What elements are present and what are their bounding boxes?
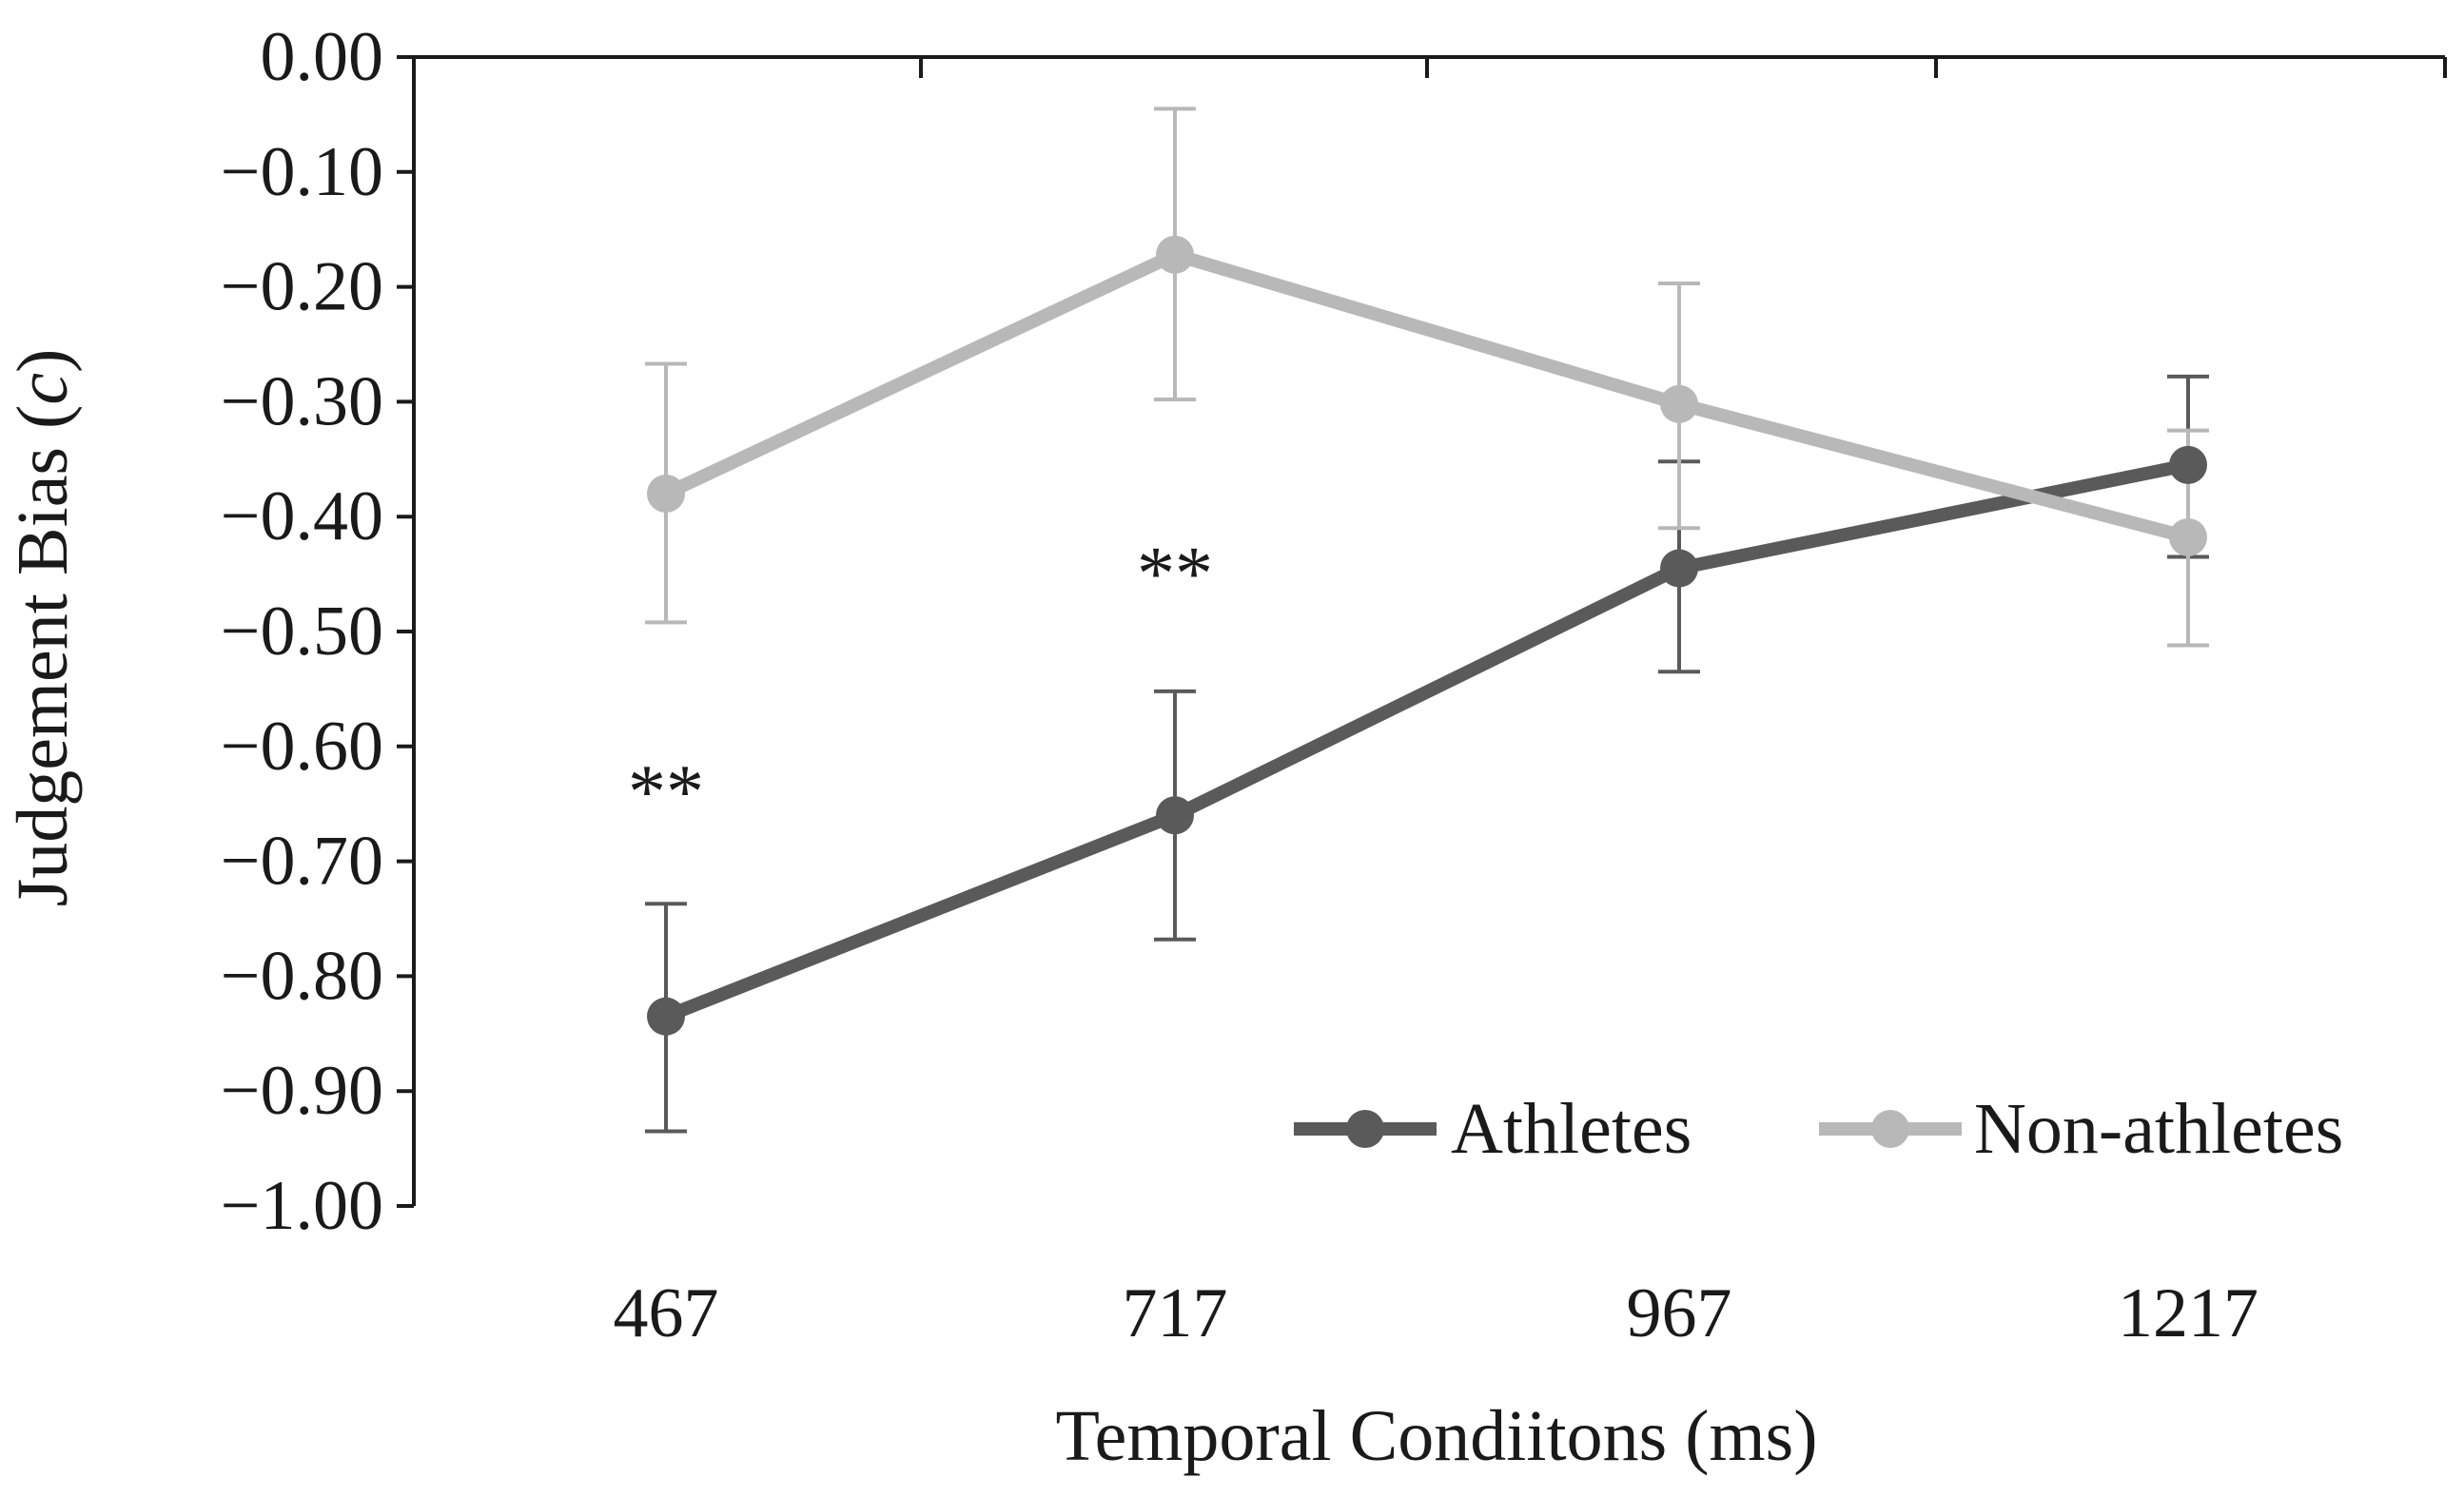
y-axis-title-main: Judgement Bias ( — [3, 405, 83, 907]
non-athletes-point — [1660, 384, 1698, 423]
athletes-point — [2169, 445, 2207, 484]
legend-item-non-athletes: Non-athletes — [1819, 1089, 2343, 1169]
y-tick-label: −0.60 — [221, 708, 383, 786]
y-tick-label: −0.10 — [221, 133, 383, 211]
legend-non-athletes-marker — [1871, 1110, 1909, 1148]
non-athletes-line — [663, 247, 2190, 544]
y-tick-label: 0.00 — [261, 18, 384, 96]
athletes-point — [1660, 549, 1698, 588]
non-athletes-point — [647, 475, 685, 514]
x-axis: 467 717 967 1217 — [412, 55, 2447, 1352]
x-axis-title: Temporal Condiitons (ms) — [1055, 1396, 1817, 1476]
significance-marker: ** — [628, 750, 704, 834]
legend: Athletes Non-athletes — [1294, 1089, 2343, 1169]
y-axis-title: Judgement Bias (c) — [3, 349, 83, 907]
y-axis: 0.00 −0.10 −0.20 −0.30 −0.40 −0.50 −0.60 −0.70 −… — [221, 18, 416, 1245]
x-tick-label: 717 — [1123, 1274, 1228, 1352]
y-tick-label: −1.00 — [221, 1167, 383, 1245]
non-athletes-point — [1156, 235, 1194, 274]
y-axis-title-close: ) — [3, 349, 83, 373]
y-tick-label: −0.50 — [221, 593, 383, 671]
y-axis-title-variable: c — [3, 373, 83, 405]
y-tick-label: −0.30 — [221, 362, 383, 440]
non-athletes-point — [2169, 517, 2207, 556]
athletes-point — [1156, 796, 1194, 835]
annotations: ** ** — [628, 532, 1213, 834]
athletes-point — [647, 997, 685, 1036]
legend-athletes-label: Athletes — [1451, 1089, 1692, 1169]
legend-non-athletes-label: Non-athletes — [1974, 1089, 2343, 1169]
athletes-line — [663, 457, 2190, 1023]
series-group — [647, 235, 2207, 1036]
legend-item-athletes: Athletes — [1294, 1089, 1692, 1169]
legend-athletes-marker — [1346, 1110, 1384, 1148]
x-tick-label: 967 — [1627, 1274, 1732, 1352]
y-tick-label: −0.40 — [221, 477, 383, 555]
y-tick-label: −0.80 — [221, 937, 383, 1015]
y-tick-label: −0.70 — [221, 823, 383, 901]
error-bars — [645, 107, 2209, 1134]
y-tick-label: −0.20 — [221, 248, 383, 326]
significance-marker: ** — [1137, 532, 1213, 615]
x-tick-label: 467 — [614, 1274, 719, 1352]
y-tick-label: −0.90 — [221, 1052, 383, 1130]
x-tick-label: 1217 — [2118, 1274, 2259, 1352]
